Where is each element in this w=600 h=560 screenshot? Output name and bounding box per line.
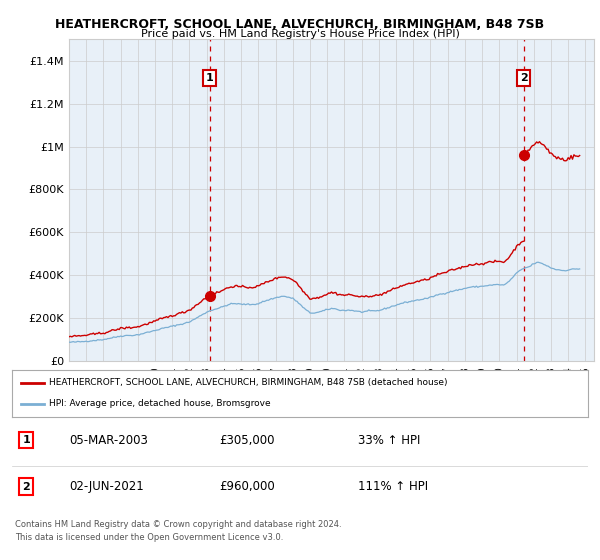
Text: 111% ↑ HPI: 111% ↑ HPI: [358, 480, 428, 493]
Text: 1: 1: [23, 435, 30, 445]
Text: 2: 2: [23, 482, 30, 492]
Text: Price paid vs. HM Land Registry's House Price Index (HPI): Price paid vs. HM Land Registry's House …: [140, 29, 460, 39]
Text: 1: 1: [206, 73, 214, 83]
Text: HEATHERCROFT, SCHOOL LANE, ALVECHURCH, BIRMINGHAM, B48 7SB (detached house): HEATHERCROFT, SCHOOL LANE, ALVECHURCH, B…: [49, 379, 448, 388]
Text: £960,000: £960,000: [220, 480, 275, 493]
Text: 2: 2: [520, 73, 527, 83]
Text: This data is licensed under the Open Government Licence v3.0.: This data is licensed under the Open Gov…: [15, 533, 283, 542]
Text: £305,000: £305,000: [220, 434, 275, 447]
Text: Contains HM Land Registry data © Crown copyright and database right 2024.: Contains HM Land Registry data © Crown c…: [15, 520, 341, 529]
Text: HPI: Average price, detached house, Bromsgrove: HPI: Average price, detached house, Brom…: [49, 399, 271, 408]
Text: 05-MAR-2003: 05-MAR-2003: [70, 434, 148, 447]
Text: 33% ↑ HPI: 33% ↑ HPI: [358, 434, 420, 447]
Text: 02-JUN-2021: 02-JUN-2021: [70, 480, 145, 493]
Text: HEATHERCROFT, SCHOOL LANE, ALVECHURCH, BIRMINGHAM, B48 7SB: HEATHERCROFT, SCHOOL LANE, ALVECHURCH, B…: [55, 18, 545, 31]
